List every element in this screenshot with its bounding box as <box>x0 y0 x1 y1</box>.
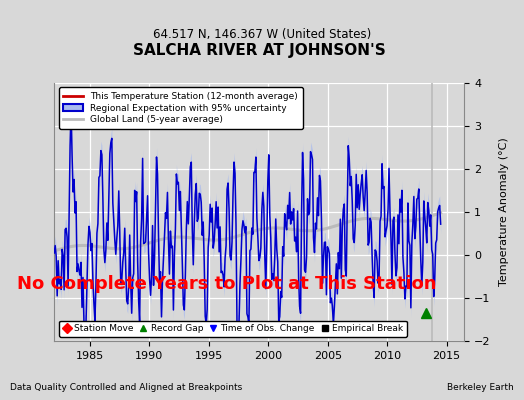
Title: SALCHA RIVER AT JOHNSON'S: SALCHA RIVER AT JOHNSON'S <box>133 43 386 58</box>
Text: Berkeley Earth: Berkeley Earth <box>447 383 514 392</box>
Y-axis label: Temperature Anomaly (°C): Temperature Anomaly (°C) <box>499 138 509 286</box>
Text: 64.517 N, 146.367 W (United States): 64.517 N, 146.367 W (United States) <box>153 28 371 41</box>
Legend: Station Move, Record Gap, Time of Obs. Change, Empirical Break: Station Move, Record Gap, Time of Obs. C… <box>59 320 407 337</box>
Text: No Complete Years to Plot at This Station: No Complete Years to Plot at This Statio… <box>17 276 436 294</box>
Text: Data Quality Controlled and Aligned at Breakpoints: Data Quality Controlled and Aligned at B… <box>10 383 243 392</box>
